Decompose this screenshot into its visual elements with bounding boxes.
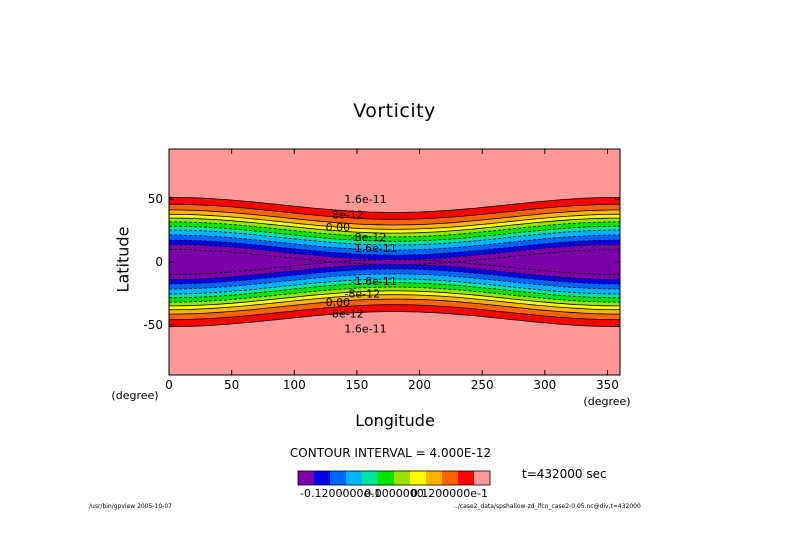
contour-line — [168, 221, 621, 238]
contour-band-center — [169, 249, 620, 275]
contour-line — [168, 311, 621, 328]
colorbar-swatch — [362, 471, 379, 485]
colorbar-frame — [297, 470, 491, 486]
colorbar-tick-label: 0.1200000e-1 — [411, 487, 488, 500]
contour-label: 1.6e-11 — [344, 193, 386, 206]
contour-line — [169, 229, 620, 246]
contour-line — [168, 264, 621, 280]
contour-line — [169, 273, 620, 290]
colorbar-swatch — [474, 471, 491, 485]
contour-line — [168, 196, 621, 213]
contour-line — [168, 239, 621, 256]
contour-line — [168, 244, 621, 260]
y-axis-label: Latitude — [113, 226, 133, 293]
contour-line — [169, 298, 620, 315]
contour-labels: 1.6e-118e-120.00-8e-12-1.6e-11-1.6e-11-8… — [326, 193, 397, 335]
colorbar-swatch — [410, 471, 427, 485]
colorbar-swatch — [298, 471, 315, 485]
contour-interval-label: CONTOUR INTERVAL = 4.000E-12 — [289, 446, 492, 460]
footer-source-path: ../case2_data/spshallow-zd_lfcn_case2-0.… — [454, 503, 641, 510]
x-axis-label: Longitude — [355, 411, 435, 430]
x-tick-label: 350 — [596, 378, 619, 392]
x-tick-label: 0 — [165, 378, 173, 392]
contour-line — [169, 278, 620, 295]
contour-line — [169, 282, 620, 299]
contour-label: 8e-12 — [332, 208, 364, 221]
x-axis-ticks: 0 50 100 150 200 250 300 350 — [165, 149, 619, 392]
x-tick-label: 200 — [408, 378, 431, 392]
footer-command: /usr/bin/gpview 2005-10-07 — [89, 503, 172, 510]
contour-line — [169, 225, 620, 242]
y-tick-label: 50 — [148, 192, 163, 206]
contour-label: 0.00 — [326, 296, 351, 309]
colorbar-swatch — [426, 471, 443, 485]
colorbar-swatch — [330, 471, 347, 485]
contour-line — [169, 234, 620, 251]
contour-label: -1.6e-11 — [351, 242, 397, 255]
time-label: t=432000 sec — [522, 467, 607, 481]
colorbar-swatch — [346, 471, 363, 485]
contour-line — [169, 213, 620, 230]
colorbar-swatch — [442, 471, 459, 485]
contour-label: -1.6e-11 — [351, 275, 397, 288]
colorbar-swatch — [314, 471, 331, 485]
contour-line — [169, 294, 620, 311]
contour-label: 8e-12 — [332, 307, 364, 320]
x-axis-unit: (degree) — [583, 395, 631, 408]
contour-line — [168, 304, 621, 321]
contour-label: -8e-12 — [344, 287, 380, 300]
y-tick-label: -50 — [143, 318, 163, 332]
contour-line — [168, 203, 621, 220]
contour-lines — [168, 196, 621, 328]
x-tick-label: 50 — [224, 378, 239, 392]
colorbar-tick-label: -0.1200000e-1 — [300, 487, 381, 500]
contour-line — [169, 290, 620, 307]
colorbar-swatch — [458, 471, 475, 485]
chart-title: Vorticity — [353, 100, 436, 122]
contour-line — [169, 217, 620, 234]
x-tick-label: 100 — [283, 378, 306, 392]
x-tick-label: 150 — [345, 378, 368, 392]
contour-line — [168, 286, 621, 303]
colorbar-swatch — [378, 471, 395, 485]
contour-line — [168, 268, 621, 285]
x-tick-label: 300 — [533, 378, 556, 392]
y-axis-ticks: -50 0 50 — [143, 192, 620, 332]
contour-label: 0.00 — [326, 221, 351, 234]
colorbar-swatch — [394, 471, 411, 485]
contour-bands — [169, 149, 620, 375]
y-tick-label: 0 — [155, 255, 163, 269]
contour-label: -8e-12 — [351, 231, 387, 244]
y-axis-unit: (degree) — [111, 389, 159, 402]
contour-line — [169, 209, 620, 226]
contour-label: 1.6e-11 — [344, 323, 386, 336]
colorbar-tick-label: 0.0000000 — [364, 487, 424, 500]
x-tick-label: 250 — [471, 378, 494, 392]
